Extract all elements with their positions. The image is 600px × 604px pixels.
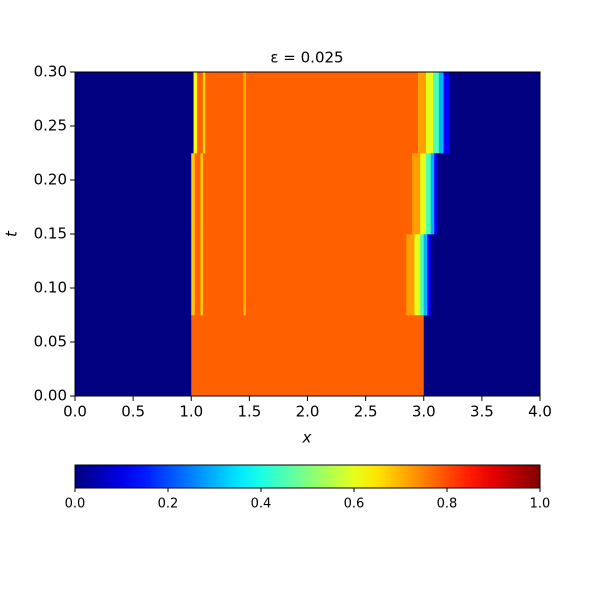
x-tick-label: 0.0 <box>63 403 87 421</box>
heat-cell <box>202 72 206 154</box>
heat-cell <box>423 234 428 316</box>
heat-cell <box>243 72 247 154</box>
y-tick-label: 0.15 <box>34 225 67 243</box>
heat-cell <box>191 315 425 397</box>
heat-cell <box>202 234 244 316</box>
heat-cell <box>75 153 192 235</box>
y-tick-label: 0.05 <box>34 333 67 351</box>
heat-cell <box>200 234 204 316</box>
heat-cell <box>245 153 413 235</box>
x-tick-label: 1.5 <box>237 403 261 421</box>
colorbar-tick-label: 0.0 <box>65 497 86 512</box>
heat-cell <box>243 234 247 316</box>
y-tick-label: 0.30 <box>34 63 67 81</box>
x-tick-label: 2.5 <box>354 403 378 421</box>
y-tick-label: 0.20 <box>34 171 67 189</box>
heat-cell <box>438 72 444 154</box>
heat-cell <box>205 72 244 154</box>
heat-cell <box>426 153 432 235</box>
heat-cell <box>75 315 192 397</box>
heat-cell <box>423 315 541 397</box>
heat-cell <box>449 72 541 154</box>
x-tick-label: 3.0 <box>412 403 436 421</box>
heat-cell <box>197 72 204 154</box>
heat-cell <box>430 234 541 316</box>
heat-cell <box>412 153 421 235</box>
colorbar <box>74 464 541 489</box>
heat-cell <box>427 234 432 316</box>
heat-cell <box>191 153 196 235</box>
x-tick-label: 4.0 <box>528 403 552 421</box>
heat-cell <box>75 234 192 316</box>
y-axis-label: t <box>3 230 21 237</box>
heat-cell <box>417 72 427 154</box>
heat-cell <box>434 153 438 235</box>
heat-cell <box>193 72 198 154</box>
heat-cell <box>426 72 434 154</box>
heat-cell <box>75 72 194 154</box>
colorbar-tick-label: 0.6 <box>344 497 365 512</box>
x-tick-label: 2.0 <box>296 403 320 421</box>
heat-cell <box>414 234 421 316</box>
y-tick-label: 0.00 <box>34 387 67 405</box>
heat-cell <box>243 153 247 235</box>
x-tick-label: 3.5 <box>470 403 494 421</box>
y-tick-label: 0.10 <box>34 279 67 297</box>
heat-cell <box>194 234 201 316</box>
heat-cell <box>443 72 450 154</box>
colorbar-tick-label: 1.0 <box>530 497 551 512</box>
heat-cell <box>200 153 204 235</box>
heat-cell <box>406 234 415 316</box>
colorbar-tick-label: 0.2 <box>158 497 179 512</box>
x-axis-label: x <box>302 429 312 447</box>
colorbar-tick-label: 0.8 <box>437 497 458 512</box>
heat-cell <box>191 234 196 316</box>
heat-cell <box>420 234 425 316</box>
heat-cell <box>433 72 440 154</box>
x-tick-label: 1.0 <box>179 403 203 421</box>
heat-cell <box>437 153 541 235</box>
heat-cell <box>245 72 419 154</box>
x-tick-label: 0.5 <box>121 403 145 421</box>
chart-title: ε = 0.025 <box>270 49 343 67</box>
heat-cell <box>245 234 407 316</box>
colorbar-tick-label: 0.4 <box>251 497 272 512</box>
y-tick-label: 0.25 <box>34 117 67 135</box>
heat-cell <box>430 153 435 235</box>
heat-cell <box>194 153 201 235</box>
heat-cell <box>202 153 244 235</box>
heat-cell <box>420 153 427 235</box>
